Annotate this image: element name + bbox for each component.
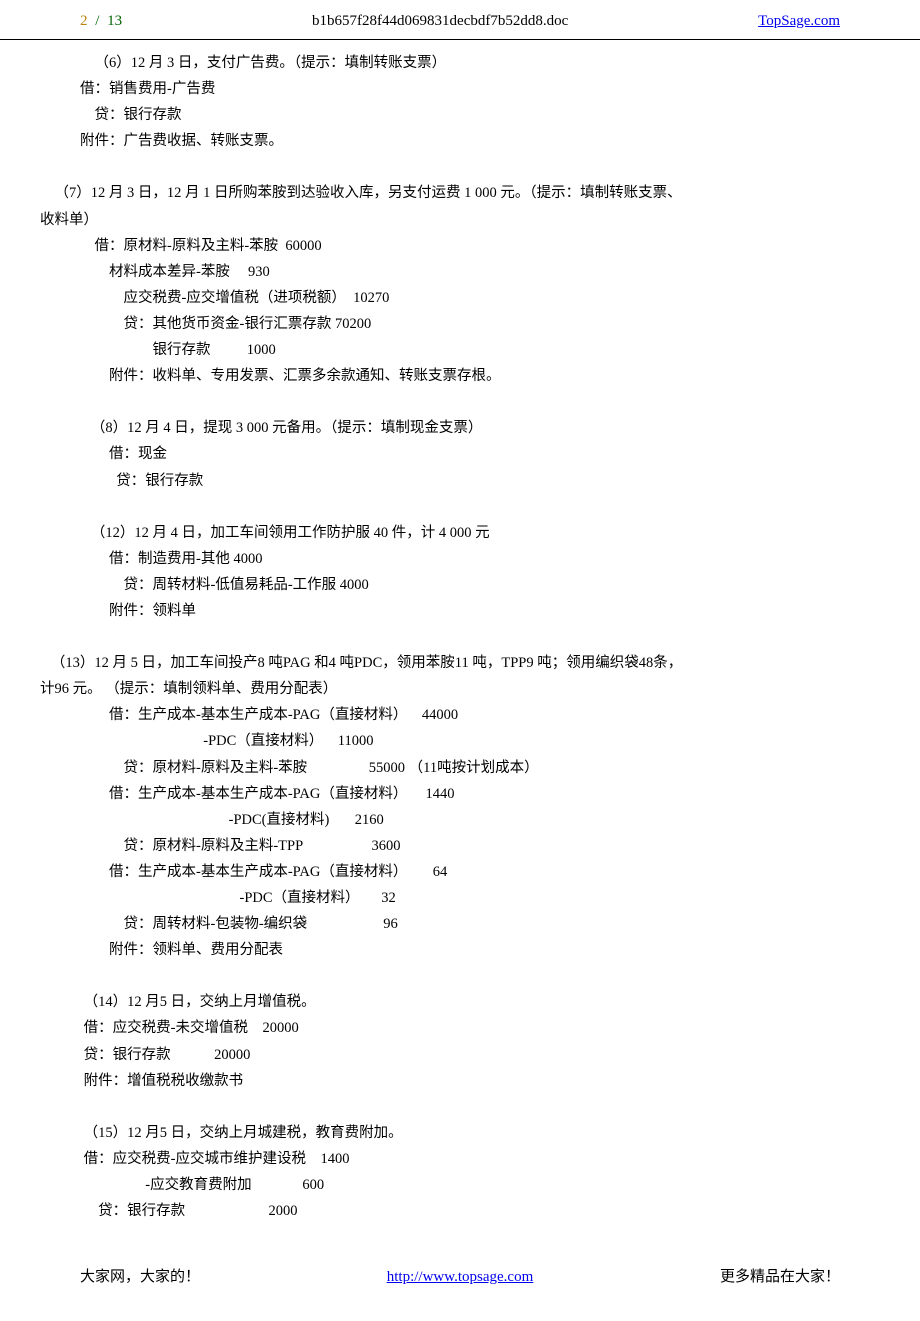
page-header: 2 / 13 b1b657f28f44d069831decbdf7b52dd8.… bbox=[0, 0, 920, 40]
filename: b1b657f28f44d069831decbdf7b52dd8.doc bbox=[312, 8, 568, 35]
content-line: （6）12 月 3 日，支付广告费。（提示：填制转账支票） bbox=[80, 50, 840, 76]
content-line: 贷：周转材料-低值易耗品-工作服 4000 bbox=[80, 572, 840, 598]
content-line: 贷：原材料-原料及主料-TPP 3600 bbox=[80, 833, 840, 859]
blank-line bbox=[80, 1094, 840, 1120]
content-line: 借：生产成本-基本生产成本-PAG（直接材料） 64 bbox=[80, 859, 840, 885]
blank-line bbox=[80, 624, 840, 650]
content-line: 材料成本差异-苯胺 930 bbox=[80, 259, 840, 285]
page-indicator: 2 / 13 bbox=[80, 8, 122, 35]
content-line: （15）12 月5 日，交纳上月城建税，教育费附加。 bbox=[80, 1120, 840, 1146]
content-line: （14）12 月5 日，交纳上月增值税。 bbox=[80, 989, 840, 1015]
blank-line bbox=[80, 154, 840, 180]
content-line: 借：应交税费-未交增值税 20000 bbox=[80, 1015, 840, 1041]
blank-line bbox=[80, 963, 840, 989]
content-line: 计96 元。 （提示：填制领料单、费用分配表） bbox=[40, 676, 840, 702]
content-line: 借：原材料-原料及主料-苯胺 60000 bbox=[80, 233, 840, 259]
page-current: 2 bbox=[80, 13, 88, 29]
content-line: 借：销售费用-广告费 bbox=[80, 76, 840, 102]
content-line: -PDC（直接材料） 32 bbox=[80, 885, 840, 911]
content-line: 附件：广告费收据、转账支票。 bbox=[80, 128, 840, 154]
page-separator: / bbox=[95, 13, 99, 29]
content-line: （13）12 月 5 日，加工车间投产8 吨PAG 和4 吨PDC，领用苯胺11… bbox=[40, 650, 840, 676]
content-line: （7）12 月 3 日，12 月 1 日所购苯胺到达验收入库，另支付运费 1 0… bbox=[40, 180, 840, 206]
content-line: 贷：银行存款 bbox=[80, 102, 840, 128]
content-line: 贷：原材料-原料及主料-苯胺 55000 （11吨按计划成本） bbox=[80, 755, 840, 781]
footer-right: 更多精品在大家！ bbox=[720, 1264, 840, 1291]
content-line: 银行存款 1000 bbox=[80, 337, 840, 363]
page-total: 13 bbox=[107, 13, 122, 29]
content-line: -PDC（直接材料） 11000 bbox=[80, 728, 840, 754]
content-line: 附件：增值税税收缴款书 bbox=[80, 1068, 840, 1094]
content-line: -PDC(直接材料) 2160 bbox=[80, 807, 840, 833]
blank-line bbox=[80, 494, 840, 520]
footer-left: 大家网，大家的！ bbox=[80, 1264, 200, 1291]
content-line: -应交教育费附加 600 bbox=[80, 1172, 840, 1198]
content-line: 附件：收料单、专用发票、汇票多余款通知、转账支票存根。 bbox=[80, 363, 840, 389]
content-line: （8）12 月 4 日，提现 3 000 元备用。（提示：填制现金支票） bbox=[80, 415, 840, 441]
content-line: 附件：领料单、费用分配表 bbox=[80, 937, 840, 963]
page-footer: 大家网，大家的！ http://www.topsage.com 更多精品在大家！ bbox=[0, 1244, 920, 1321]
content-line: 贷：银行存款 2000 bbox=[80, 1198, 840, 1224]
footer-link[interactable]: http://www.topsage.com bbox=[387, 1264, 534, 1291]
content-line: 借：制造费用-其他 4000 bbox=[80, 546, 840, 572]
content-line: （12）12 月 4 日，加工车间领用工作防护服 40 件，计 4 000 元 bbox=[80, 520, 840, 546]
content-line: 应交税费-应交增值税（进项税额） 10270 bbox=[80, 285, 840, 311]
content-line: 附件：领料单 bbox=[80, 598, 840, 624]
content-line: 贷：周转材料-包装物-编织袋 96 bbox=[80, 911, 840, 937]
content-line: 借：生产成本-基本生产成本-PAG（直接材料） 1440 bbox=[80, 781, 840, 807]
content-line: 贷：银行存款 20000 bbox=[80, 1042, 840, 1068]
content-line: 借：现金 bbox=[80, 441, 840, 467]
document-content: （6）12 月 3 日，支付广告费。（提示：填制转账支票） 借：销售费用-广告费… bbox=[0, 40, 920, 1244]
site-link[interactable]: TopSage.com bbox=[758, 8, 840, 35]
content-line: 借：生产成本-基本生产成本-PAG（直接材料） 44000 bbox=[80, 702, 840, 728]
blank-line bbox=[80, 389, 840, 415]
content-line: 贷：其他货币资金-银行汇票存款 70200 bbox=[80, 311, 840, 337]
content-line: 借：应交税费-应交城市维护建设税 1400 bbox=[80, 1146, 840, 1172]
content-line: 贷：银行存款 bbox=[80, 468, 840, 494]
content-line: 收料单） bbox=[40, 207, 840, 233]
